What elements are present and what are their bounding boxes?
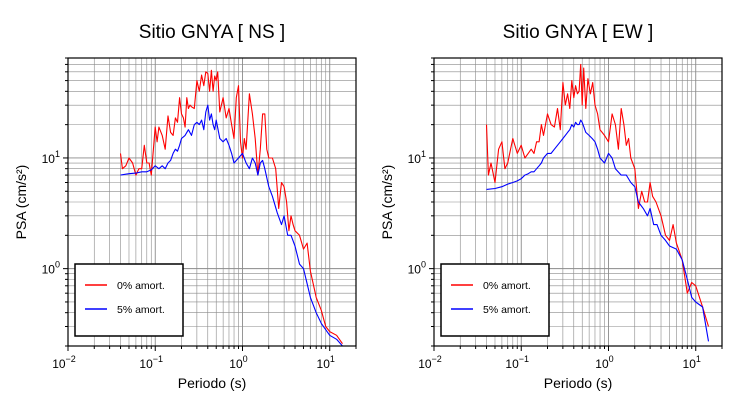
x-tick-exponent: −2 — [66, 354, 76, 364]
x-tick-label: 100 — [229, 354, 247, 371]
chart-panel-1: Sitio GNYA [ NS ]10−2 10−1 100 101100101Per… — [13, 22, 357, 391]
series-line-1 — [485, 63, 710, 327]
y-axis-label: PSA (cm/s²) — [379, 165, 395, 240]
x-tick-label: 10−2 — [52, 354, 76, 371]
x-tick-exponent: −2 — [432, 354, 442, 364]
series-line-2 — [120, 104, 343, 346]
y-tick-exponent: 0 — [55, 260, 60, 270]
y-tick-label: 100 — [408, 260, 426, 277]
chart-title: Sitio GNYA [ EW ] — [503, 22, 654, 43]
series-line-2 — [486, 119, 710, 342]
x-tick-label: 100 — [595, 354, 613, 371]
x-tick-label: 10−1 — [505, 354, 529, 371]
chart-panel-2: Sitio GNYA [ EW ]10−2 10−1 100 101100101Per… — [379, 22, 723, 391]
x-tick-exponent: −1 — [153, 354, 163, 364]
y-tick-label: 100 — [42, 260, 60, 277]
x-tick-exponent: 0 — [243, 354, 248, 364]
y-tick-exponent: 1 — [55, 149, 60, 159]
x-tick-label: 101 — [317, 354, 335, 371]
x-axis-label: Periodo (s) — [544, 375, 612, 391]
series-line-1 — [119, 69, 343, 345]
series-group — [485, 63, 710, 342]
legend-label-1: 0% amort. — [117, 280, 165, 292]
x-tick-exponent: 0 — [609, 354, 614, 364]
plot-frame — [433, 57, 723, 347]
legend-box — [74, 263, 184, 337]
plot-frame — [67, 57, 357, 347]
y-tick-exponent: 0 — [421, 260, 426, 270]
x-tick-exponent: −1 — [519, 354, 529, 364]
y-tick-label: 101 — [42, 149, 60, 166]
x-tick-label: 10−2 — [418, 354, 442, 371]
x-tick-exponent: 1 — [696, 354, 701, 364]
chart-title: Sitio GNYA [ NS ] — [139, 22, 285, 43]
grid — [67, 57, 357, 347]
legend: 0% amort. 5% amort. — [440, 263, 550, 337]
legend: 0% amort. 5% amort. — [74, 263, 184, 337]
x-tick-exponent: 1 — [330, 354, 335, 364]
y-tick-exponent: 1 — [421, 149, 426, 159]
legend-label-2: 5% amort. — [483, 304, 531, 316]
x-axis-label: Periodo (s) — [178, 375, 246, 391]
x-tick-label: 10−1 — [139, 354, 163, 371]
y-axis-label: PSA (cm/s²) — [13, 165, 29, 240]
legend-label-1: 0% amort. — [483, 280, 531, 292]
x-tick-label: 101 — [683, 354, 701, 371]
y-tick-label: 101 — [408, 149, 426, 166]
series-group — [119, 69, 343, 346]
legend-label-2: 5% amort. — [117, 304, 165, 316]
legend-box — [440, 263, 550, 337]
